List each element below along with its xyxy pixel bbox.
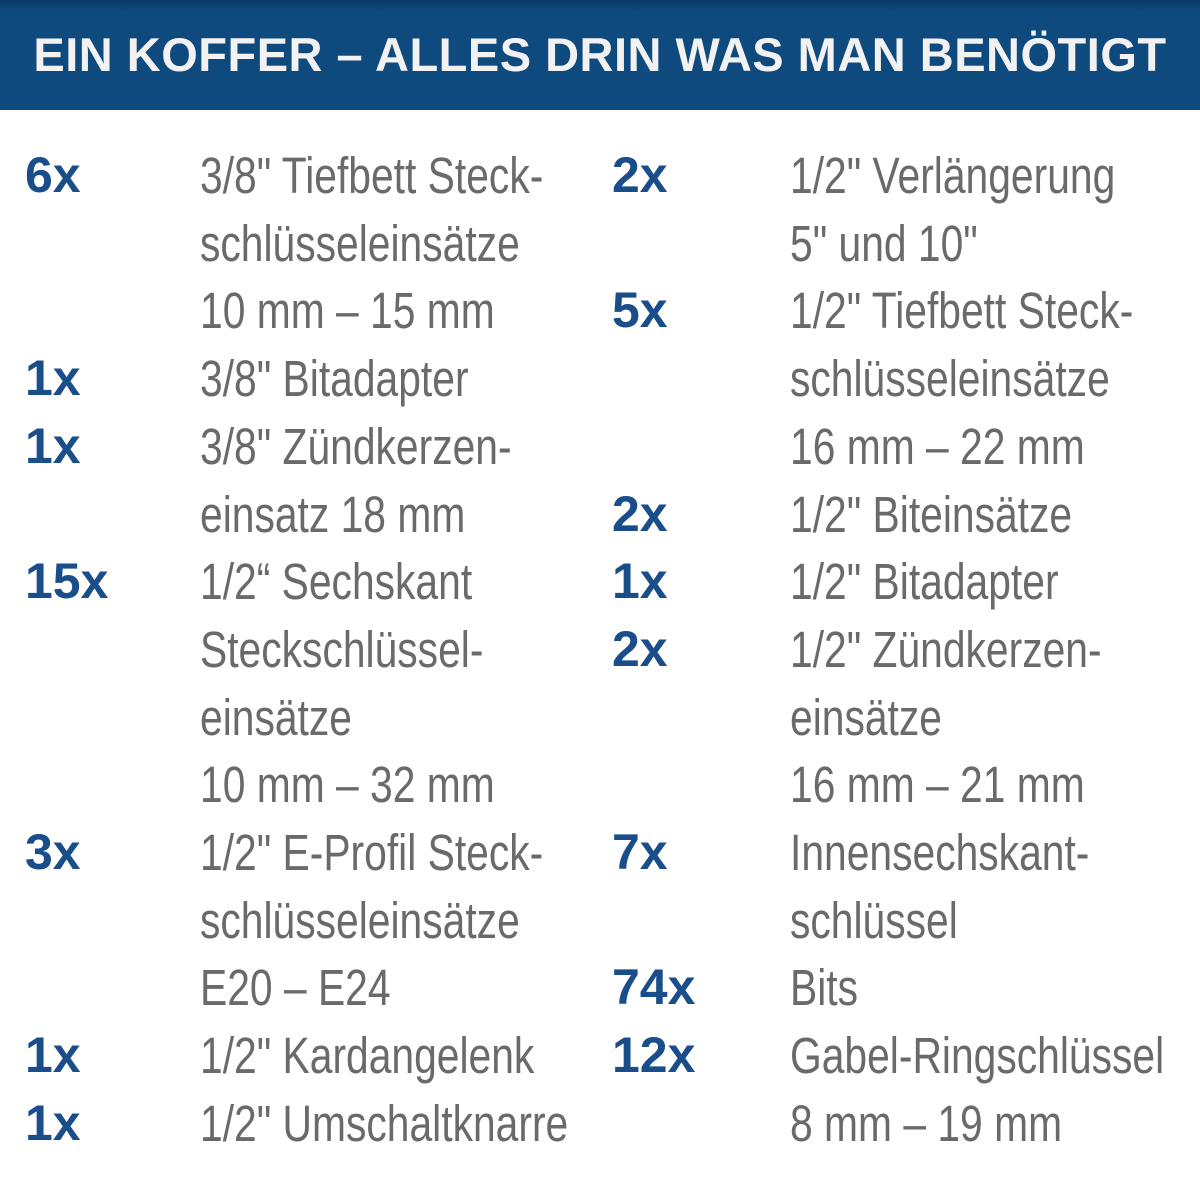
item-description: 1/2" Tiefbett Steck- schlüsseleinsätze 1… <box>790 277 1200 480</box>
item-quantity: 2x <box>612 620 668 677</box>
list-item: 12x Gabel-Ringschlüssel 8 mm – 19 mm <box>612 1022 1200 1157</box>
item-description-line: 1/2" Tiefbett Steck- <box>790 282 1134 340</box>
item-description-line: schlüssel <box>790 891 958 949</box>
item-quantity: 1x <box>612 553 668 610</box>
list-item: 2x 1/2" Zündkerzen- einsätze 16 mm – 21 … <box>612 616 1200 819</box>
list-item: 3x 1/2" E-Profil Steck- schlüsseleinsätz… <box>25 819 600 1022</box>
item-description-line: 1/2" Biteinsätze <box>790 485 1073 543</box>
item-description: 1/2" E-Profil Steck- schlüsseleinsätze E… <box>200 819 600 1022</box>
item-description-line: Steckschlüssel- <box>200 620 484 678</box>
list-item: 1x 3/8" Zündkerzen- einsatz 18 mm <box>25 413 600 548</box>
item-description-line: 1/2" Bitadapter <box>790 553 1059 611</box>
item-quantity: 1x <box>25 350 81 407</box>
item-quantity: 6x <box>25 147 81 203</box>
item-quantity: 3x <box>25 824 81 881</box>
item-description-line: 1/2" Zündkerzen- <box>790 620 1102 678</box>
item-description: 1/2" Bitadapter <box>790 548 1200 616</box>
item-quantity: 2x <box>612 147 668 203</box>
item-description-line: 1/2" E-Profil Steck- <box>200 824 544 882</box>
list-item: 5x 1/2" Tiefbett Steck- schlüsseleinsätz… <box>612 277 1200 480</box>
item-description-line: 16 mm – 22 mm <box>790 417 1085 475</box>
item-description-line: einsätze <box>200 688 352 746</box>
item-description-line: 10 mm – 15 mm <box>200 282 495 340</box>
item-description: Gabel-Ringschlüssel 8 mm – 19 mm <box>790 1022 1200 1157</box>
item-description-line: schlüsseleinsätze <box>200 891 520 949</box>
item-description: 3/8" Bitadapter <box>200 345 600 413</box>
item-description: 1/2" Verlängerung 5" und 10" <box>790 142 1200 277</box>
list-item: 7x Innensechskant- schlüssel <box>612 819 1200 954</box>
item-description: 1/2" Umschaltknarre <box>200 1090 600 1158</box>
item-description-line: 1/2" Kardangelenk <box>200 1027 535 1085</box>
list-item: 6x 3/8" Tiefbett Steck- schlüsseleinsätz… <box>25 142 600 345</box>
page-title: EIN KOFFER – ALLES DRIN WAS MAN BENÖTIGT <box>33 27 1167 81</box>
item-quantity: 1x <box>25 1027 81 1084</box>
item-description-line: Innensechskant- <box>790 824 1090 882</box>
item-description-line: schlüsseleinsätze <box>790 350 1110 408</box>
item-quantity: 1x <box>25 417 81 474</box>
item-quantity: 74x <box>612 959 696 1016</box>
item-description: 1/2" Zündkerzen- einsätze 16 mm – 21 mm <box>790 616 1200 819</box>
list-item: 2x 1/2" Verlängerung 5" und 10" <box>612 142 1200 277</box>
item-description: 3/8" Zündkerzen- einsatz 18 mm <box>200 413 600 548</box>
item-description-line: 16 mm – 21 mm <box>790 756 1085 814</box>
item-description-line: Bits <box>790 959 859 1017</box>
item-description-line: 1/2" Verlängerung <box>790 147 1116 204</box>
item-description: 1/2" Biteinsätze <box>790 481 1200 549</box>
item-description: Bits <box>790 954 1200 1022</box>
item-quantity: 15x <box>25 553 109 610</box>
item-quantity: 1x <box>25 1094 81 1151</box>
contents-column-right: 2x 1/2" Verlängerung 5" und 10" 5x 1/2" … <box>600 142 1200 1158</box>
item-description-line: einsatz 18 mm <box>200 485 466 543</box>
item-description-line: 5" und 10" <box>790 214 978 272</box>
item-description-line: 1/2" Umschaltknarre <box>200 1094 569 1152</box>
header-banner: EIN KOFFER – ALLES DRIN WAS MAN BENÖTIGT <box>0 0 1200 110</box>
item-description-line: Gabel-Ringschlüssel <box>790 1027 1165 1085</box>
item-description: 3/8" Tiefbett Steck- schlüsseleinsätze 1… <box>200 142 600 345</box>
item-description: 1/2“ Sechskant Steckschlüssel- einsätze … <box>200 548 600 819</box>
item-description-line: 8 mm – 19 mm <box>790 1094 1063 1152</box>
list-item: 1x 1/2" Bitadapter <box>612 548 1200 616</box>
item-description-line: schlüsseleinsätze <box>200 214 520 272</box>
list-item: 74x Bits <box>612 954 1200 1022</box>
item-description-line: 3/8" Bitadapter <box>200 350 469 408</box>
item-description-line: 3/8" Tiefbett Steck- <box>200 147 544 204</box>
item-description: 1/2" Kardangelenk <box>200 1022 600 1090</box>
item-quantity: 12x <box>612 1027 696 1084</box>
item-quantity: 7x <box>612 824 668 881</box>
item-description-line: 3/8" Zündkerzen- <box>200 417 512 475</box>
contents-column-left: 6x 3/8" Tiefbett Steck- schlüsseleinsätz… <box>0 142 600 1158</box>
contents-list: 6x 3/8" Tiefbett Steck- schlüsseleinsätz… <box>0 110 1200 1158</box>
list-item: 1x 3/8" Bitadapter <box>25 345 600 413</box>
list-item: 1x 1/2" Umschaltknarre <box>25 1090 600 1158</box>
item-quantity: 5x <box>612 282 668 339</box>
item-description-line: 10 mm – 32 mm <box>200 756 495 814</box>
list-item: 2x 1/2" Biteinsätze <box>612 481 1200 549</box>
item-description: Innensechskant- schlüssel <box>790 819 1200 954</box>
item-description-line: einsätze <box>790 688 942 746</box>
list-item: 15x 1/2“ Sechskant Steckschlüssel- einsä… <box>25 548 600 819</box>
item-quantity: 2x <box>612 485 668 542</box>
item-description-line: 1/2“ Sechskant <box>200 553 473 611</box>
item-description-line: E20 – E24 <box>200 959 391 1017</box>
list-item: 1x 1/2" Kardangelenk <box>25 1022 600 1090</box>
